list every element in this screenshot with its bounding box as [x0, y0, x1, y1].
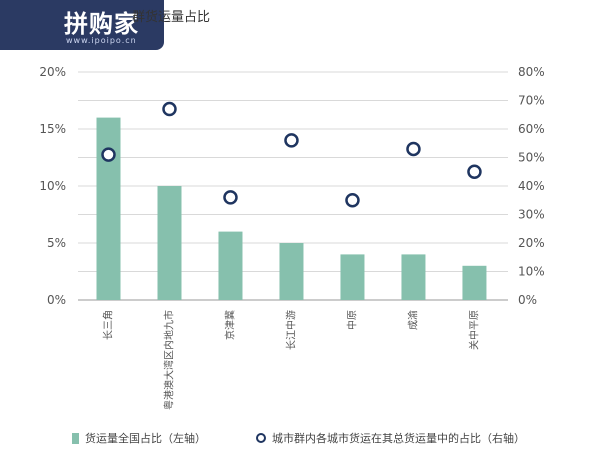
right-tick-label: 50% — [518, 151, 545, 165]
category-label: 京津冀 — [223, 310, 236, 340]
category-label: 中原 — [345, 310, 358, 330]
right-tick-label: 70% — [518, 94, 545, 108]
dot-point — [406, 141, 421, 157]
right-tick-label: 0% — [518, 293, 537, 307]
bar — [279, 243, 304, 300]
left-tick-label: 10% — [39, 179, 66, 193]
dot-series — [101, 101, 482, 208]
right-tick-label: 30% — [518, 208, 545, 222]
right-tick-label: 40% — [518, 179, 545, 193]
bar — [462, 265, 487, 300]
category-label: 成渝 — [406, 310, 419, 330]
logo-text: 拼购家 — [64, 10, 139, 38]
category-label: 粤港澳大湾区内地九市 — [162, 310, 175, 410]
left-tick-label: 0% — [47, 293, 66, 307]
right-tick-label: 10% — [518, 265, 545, 279]
logo-url: www.ipoipo.cn — [66, 36, 137, 45]
left-tick-label: 20% — [39, 65, 66, 79]
bar — [401, 254, 426, 300]
bar — [157, 186, 182, 300]
dot-point — [467, 164, 482, 179]
legend-dot-swatch — [256, 433, 266, 443]
right-tick-label: 80% — [518, 65, 545, 79]
dot-point — [162, 101, 177, 117]
site-logo: 拼购家 www.ipoipo.cn — [0, 0, 164, 50]
bar — [218, 231, 243, 300]
legend-dot: 城市群内各城市货运在其总货运量中的占比（右轴） — [256, 430, 525, 446]
bar — [96, 117, 121, 300]
right-axis-ticks: 0% 10% 20% 30% 40% 50% 60% 70% 80% — [518, 65, 545, 307]
dot-point — [345, 193, 360, 208]
legend-bar: 货运量全国占比（左轴） — [72, 430, 206, 446]
left-tick-label: 5% — [47, 236, 66, 250]
dot-point — [223, 190, 238, 205]
category-labels: 长三角 粤港澳大湾区内地九市 京津冀 长江中游 中原 成渝 关中平原 — [102, 310, 480, 410]
left-axis-ticks: 0% 5% 10% 15% 20% — [39, 65, 66, 307]
category-label: 关中平原 — [467, 310, 480, 350]
legend-bar-swatch — [72, 432, 79, 444]
dot-point — [284, 133, 299, 148]
legend-dot-label: 城市群内各城市货运在其总货运量中的占比（右轴） — [272, 432, 525, 445]
left-tick-label: 15% — [39, 122, 66, 136]
category-label: 长三角 — [102, 310, 114, 340]
right-tick-label: 60% — [518, 122, 545, 136]
bar — [340, 254, 365, 300]
gridlines — [78, 71, 508, 301]
right-tick-label: 20% — [518, 236, 545, 250]
legend-bar-label: 货运量全国占比（左轴） — [85, 432, 206, 445]
dot-point — [101, 147, 116, 162]
category-label: 长江中游 — [284, 310, 297, 350]
chart-title: 群货运量占比 — [132, 10, 211, 25]
